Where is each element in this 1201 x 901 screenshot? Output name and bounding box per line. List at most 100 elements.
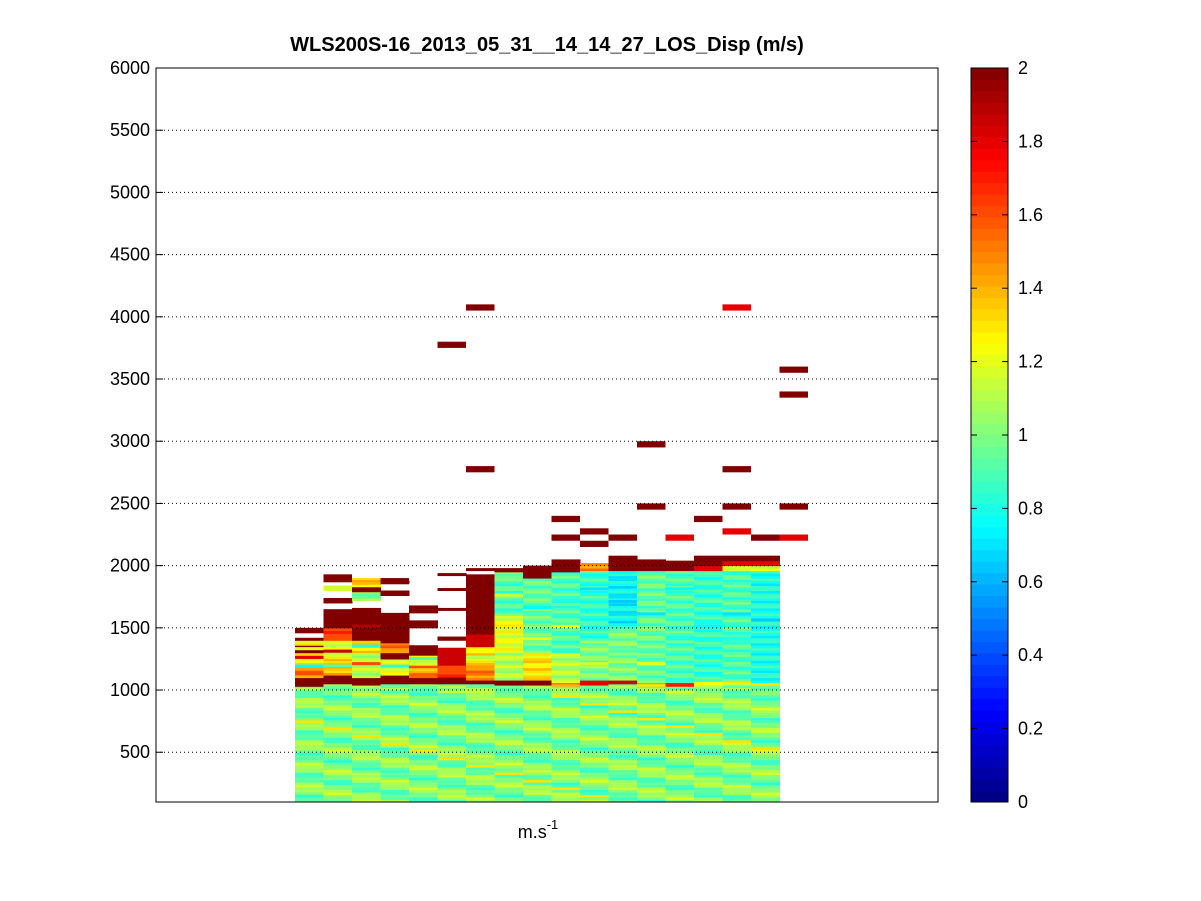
heatmap-cell: [580, 737, 609, 741]
heatmap-cell: [323, 782, 353, 786]
heatmap-cell: [409, 777, 438, 781]
heatmap-cell: [751, 692, 780, 696]
heatmap-cell: [352, 665, 381, 669]
heatmap-cell: [409, 767, 438, 771]
heatmap-cell: [295, 784, 324, 788]
heatmap-cell: [580, 747, 609, 751]
heatmap-cell: [494, 692, 524, 696]
heatmap-cell: [608, 754, 638, 758]
colorbar-tick-label: 0.4: [1018, 645, 1043, 665]
heatmap-cell: [466, 614, 495, 618]
heatmap-cell: [295, 794, 324, 798]
heatmap-cell: [580, 792, 609, 796]
heatmap-cell: [694, 797, 723, 801]
heatmap-cell: [380, 650, 410, 654]
heatmap-cell: [551, 617, 581, 621]
heatmap-cell: [352, 744, 381, 748]
heatmap-cell: [751, 563, 780, 567]
heatmap-cell: [722, 571, 752, 575]
heatmap-cell: [637, 690, 666, 694]
heatmap-cell: [409, 714, 438, 718]
colorbar-band: [971, 698, 1008, 711]
heatmap-cell: [466, 579, 495, 583]
heatmap-cell: [722, 609, 752, 613]
heatmap-cell: [494, 712, 524, 716]
heatmap-cell: [352, 637, 381, 641]
heatmap-cell: [323, 779, 353, 783]
heatmap-cell: [551, 777, 581, 781]
heatmap-cell: [352, 794, 381, 798]
heatmap-cell: [694, 619, 723, 623]
heatmap-cell: [466, 619, 495, 623]
heatmap-cell: [608, 592, 638, 596]
heatmap-cell: [608, 712, 638, 716]
heatmap-cell: [323, 585, 353, 589]
colorbar-band: [971, 664, 1008, 677]
heatmap-cell: [694, 673, 723, 677]
heatmap-cell: [523, 583, 552, 587]
heatmap-cell: [665, 657, 695, 661]
heatmap-cell: [608, 732, 638, 736]
heatmap-cell: [380, 787, 410, 791]
heatmap-cell: [352, 727, 381, 731]
heatmap-cell: [380, 779, 410, 783]
heatmap-cell: [551, 607, 581, 611]
heatmap-cell: [665, 774, 695, 778]
heatmap-cell: [295, 722, 324, 726]
heatmap-cell: [352, 685, 381, 689]
heatmap-cell: [722, 671, 752, 675]
heatmap-cell: [523, 588, 552, 592]
heatmap-cell: [380, 707, 410, 711]
colorbar-band: [971, 629, 1008, 642]
colorbar-band: [971, 148, 1008, 161]
heatmap-cell: [323, 799, 353, 803]
heatmap-cell: [523, 635, 552, 639]
heatmap-cell: [352, 662, 381, 666]
heatmap-cell: [466, 754, 495, 758]
heatmap-cell: [637, 714, 666, 718]
heatmap-cell: [551, 782, 581, 786]
heatmap-cell: [352, 704, 381, 708]
heatmap-cell: [466, 601, 495, 605]
heatmap-cell: [637, 612, 666, 616]
heatmap-cell: [580, 597, 609, 601]
heatmap-cell: [494, 569, 524, 573]
heatmap-cell: [551, 744, 581, 748]
heatmap-cell: [665, 563, 695, 567]
heatmap-cell: [437, 734, 467, 738]
heatmap-cell: [295, 744, 324, 748]
heatmap-cell: [751, 655, 780, 659]
heatmap-cell: [722, 656, 752, 660]
heatmap-cell: [551, 650, 581, 654]
heatmap-cell: [608, 645, 638, 649]
heatmap-cell: [352, 584, 381, 588]
heatmap-cell: [352, 722, 381, 726]
heatmap-cell: [722, 759, 752, 763]
heatmap-cell: [665, 697, 695, 701]
heatmap-cell: [694, 639, 723, 643]
heatmap-cell: [409, 759, 438, 763]
heatmap-cell: [494, 680, 524, 684]
heatmap-cell: [751, 583, 780, 587]
colorbar-band: [971, 492, 1008, 505]
heatmap-cell: [608, 555, 638, 559]
colorbar-band: [971, 297, 1008, 310]
heatmap-outlier-cell: [551, 515, 580, 523]
heatmap-cell: [466, 759, 495, 763]
colorbar-band: [971, 607, 1008, 619]
heatmap-cell: [722, 560, 752, 564]
heatmap-cell: [523, 709, 552, 713]
heatmap-cell: [437, 707, 467, 711]
heatmap-cell: [437, 683, 467, 686]
heatmap-cell: [694, 692, 723, 696]
heatmap-cell: [295, 707, 324, 711]
heatmap-cell: [722, 687, 752, 691]
colorbar-band: [971, 744, 1008, 757]
heatmap-outlier-cell: [779, 503, 808, 510]
heatmap-outlier-cell: [722, 528, 751, 535]
heatmap-cell: [494, 779, 524, 783]
colorbar-tick-label: 0.2: [1018, 719, 1043, 739]
heatmap-cell: [437, 749, 467, 753]
heatmap-cell: [751, 612, 780, 616]
heatmap-cell: [323, 749, 353, 753]
